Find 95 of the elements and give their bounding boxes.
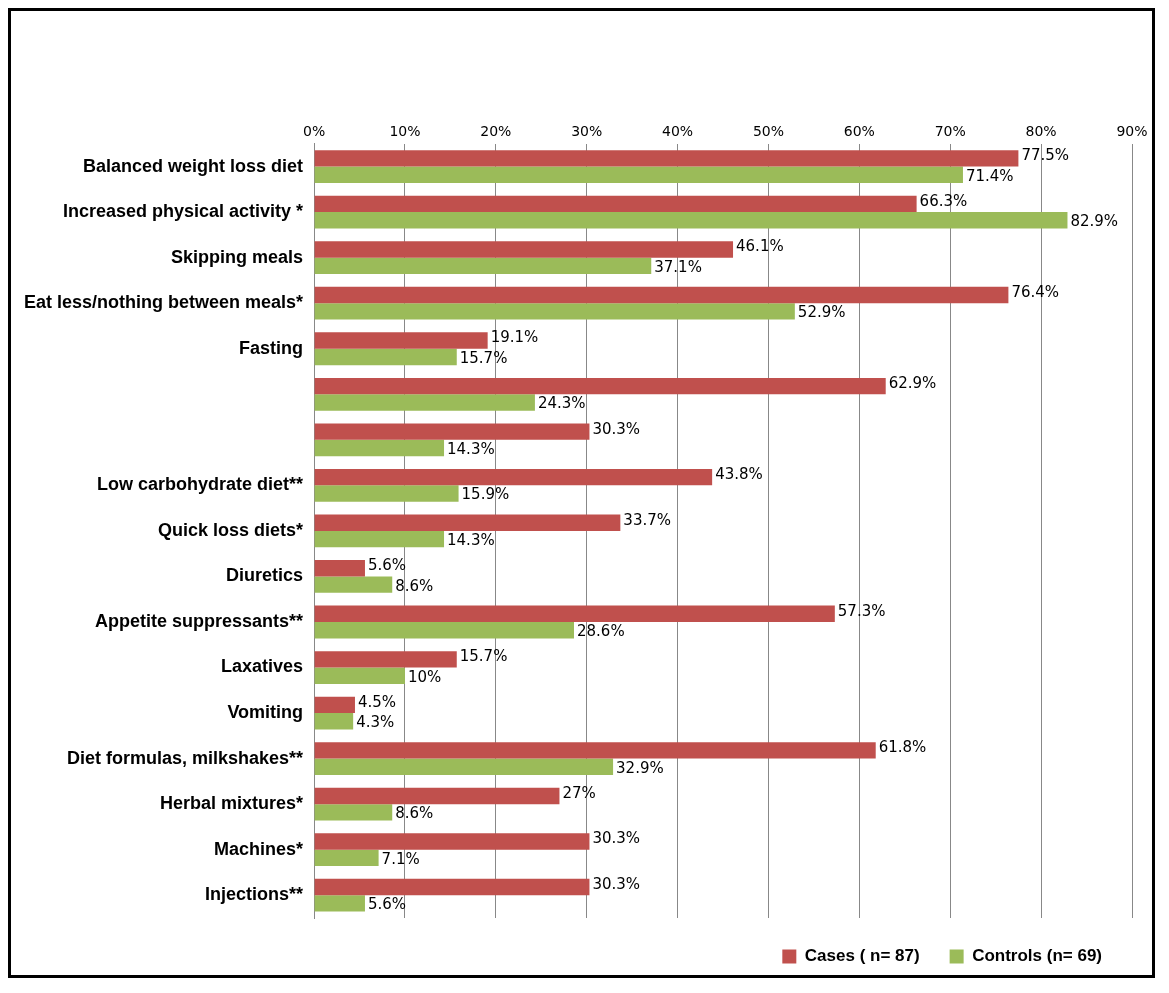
data-label: 14.3% <box>447 439 495 458</box>
bar <box>314 485 459 502</box>
data-label: 57.3% <box>837 601 886 620</box>
x-tick-label: 30% <box>571 123 603 140</box>
data-label: 5.6% <box>367 556 407 575</box>
bar <box>314 787 560 805</box>
x-tick-label: 20% <box>480 123 512 140</box>
bar <box>314 468 713 486</box>
bar <box>314 166 963 183</box>
x-tick-label: 10% <box>389 123 421 140</box>
data-label: 27% <box>562 783 596 802</box>
data-label: 15.7% <box>459 647 508 666</box>
data-label: 15.7% <box>459 348 508 367</box>
data-label: 71.4% <box>965 166 1014 185</box>
data-label: 33.7% <box>623 510 671 529</box>
data-label: 28.6% <box>577 622 625 641</box>
bar <box>314 332 488 349</box>
data-label: 62.9% <box>888 373 937 392</box>
bar <box>314 195 917 213</box>
x-tick-label: 70% <box>934 123 966 140</box>
data-label: 30.3% <box>592 419 641 438</box>
bar <box>314 377 886 395</box>
y-tick-label: Low carbohydrate diet** <box>97 474 304 495</box>
data-label: 30.3% <box>592 874 641 893</box>
x-tick-label: 90% <box>1116 123 1148 140</box>
bar <box>314 667 405 684</box>
bar <box>314 257 652 275</box>
bar <box>314 621 574 639</box>
y-tick-label: Eat less/nothing between meals* <box>23 292 304 313</box>
bar <box>314 286 1009 304</box>
bar <box>314 150 1019 167</box>
x-tick-label: 80% <box>1025 123 1057 140</box>
data-label: 7.1% <box>381 849 420 868</box>
y-tick-label: Machines* <box>214 838 304 859</box>
data-label: 82.9% <box>1070 212 1119 231</box>
bar <box>314 212 1068 229</box>
x-tick-label: 50% <box>752 123 785 140</box>
bar <box>314 439 445 457</box>
data-label: 32.9% <box>616 758 664 777</box>
y-tick-label: Balanced weight loss diet <box>83 155 304 176</box>
data-label: 76.4% <box>1011 282 1060 301</box>
legend-label: Cases ( n= 87) <box>804 946 920 966</box>
data-label: 43.8% <box>715 465 763 484</box>
y-tick-label: Vomiting <box>227 702 304 723</box>
data-label: 77.5% <box>1021 146 1070 165</box>
bar <box>314 303 795 320</box>
bar <box>314 605 835 622</box>
data-label: 61.8% <box>878 738 927 757</box>
data-label: 66.3% <box>919 191 968 210</box>
x-tick-label: 0% <box>302 123 326 140</box>
y-tick-label: Herbal mixtures* <box>160 793 304 814</box>
data-label: 10% <box>407 667 442 686</box>
data-label: 4.3% <box>356 713 395 732</box>
data-label: 30.3% <box>592 829 641 848</box>
data-label: 52.9% <box>797 303 846 322</box>
y-tick-label: Increased physical activity * <box>62 201 304 222</box>
bar <box>314 514 621 531</box>
y-tick-label: Diet formulas, milkshakes** <box>66 747 304 768</box>
x-tick-label: 60% <box>843 123 875 140</box>
y-tick-label: Appetite suppressants** <box>95 610 304 631</box>
bar <box>314 576 393 593</box>
bar <box>314 895 365 912</box>
data-label: 8.6% <box>395 576 434 595</box>
y-tick-label: Skipping meals <box>171 246 304 267</box>
bar <box>314 394 535 411</box>
data-label: 5.6% <box>367 895 407 914</box>
legend-label: Controls (n= 69) <box>972 946 1102 966</box>
data-label: 15.9% <box>461 485 510 504</box>
bar <box>314 530 445 548</box>
x-tick-label: 40% <box>662 123 694 140</box>
bar <box>314 423 590 440</box>
y-tick-label: Fasting <box>239 337 304 358</box>
data-label: 14.3% <box>447 530 495 549</box>
bar <box>314 804 393 821</box>
bar <box>314 560 365 577</box>
bar <box>314 833 590 850</box>
y-tick-label: Quick loss diets* <box>158 519 304 540</box>
data-label: 46.1% <box>736 237 784 256</box>
data-label: 19.1% <box>490 328 539 347</box>
bar <box>314 758 614 775</box>
bar <box>314 348 457 366</box>
data-label: 24.3% <box>537 394 586 413</box>
data-label: 37.1% <box>654 257 702 276</box>
bar <box>314 878 590 896</box>
bar <box>314 742 876 759</box>
bar <box>314 241 734 258</box>
y-tick-label: Diuretics <box>226 565 304 586</box>
data-label: 8.6% <box>395 804 434 823</box>
bar <box>314 696 355 714</box>
y-tick-label: Injections** <box>205 884 304 905</box>
y-tick-label: Laxatives <box>221 656 304 677</box>
data-label: 4.5% <box>357 692 397 711</box>
bar <box>314 849 379 867</box>
bar <box>314 651 457 668</box>
bar <box>314 713 354 730</box>
